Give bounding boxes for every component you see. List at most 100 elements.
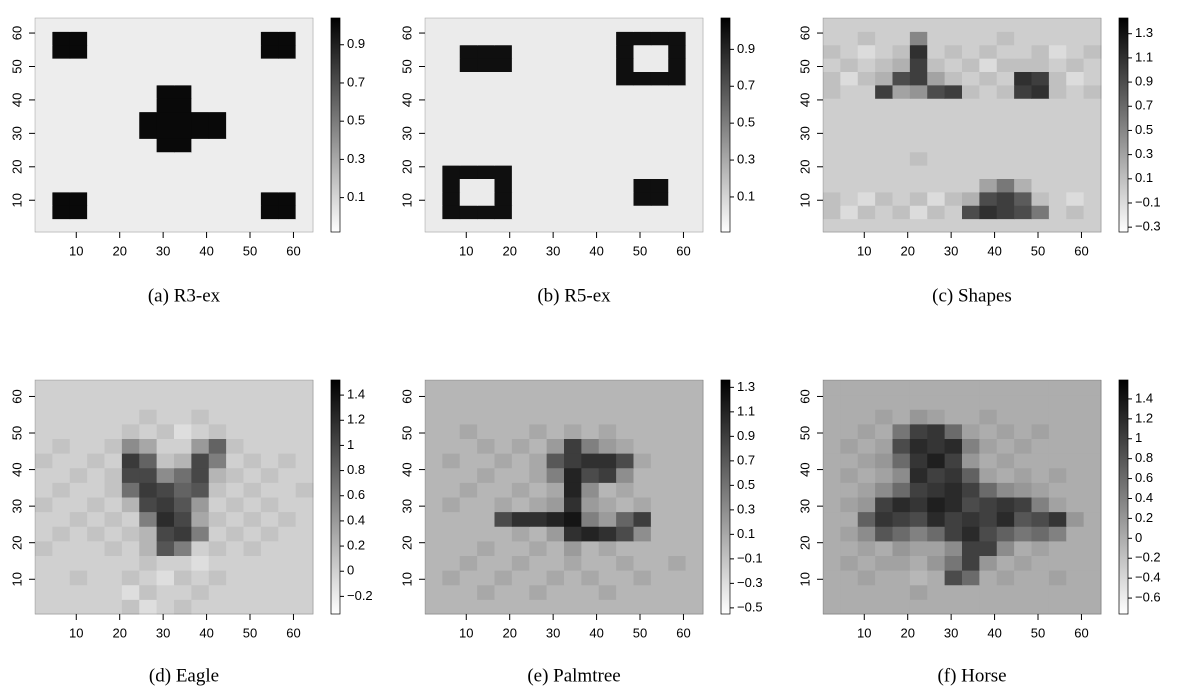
heat-cell bbox=[944, 111, 963, 126]
heat-cell bbox=[494, 31, 513, 46]
heat-cell bbox=[1031, 178, 1050, 193]
heat-cell bbox=[650, 540, 669, 556]
heat-cell bbox=[857, 31, 876, 46]
heat-cell bbox=[156, 380, 175, 396]
heat-cell bbox=[260, 191, 279, 206]
heat-cell bbox=[260, 138, 279, 153]
heat-cell bbox=[243, 526, 262, 542]
heat-cell bbox=[892, 84, 911, 99]
x-tick-label: 40 bbox=[589, 243, 603, 258]
heat-cell bbox=[979, 125, 998, 139]
heat-cell bbox=[668, 570, 687, 586]
heat-cell bbox=[425, 526, 443, 542]
heat-cell bbox=[650, 482, 669, 498]
heat-cell bbox=[685, 584, 704, 600]
heat-cell bbox=[35, 84, 53, 99]
heat-cell bbox=[996, 98, 1015, 113]
heat-cell bbox=[442, 18, 461, 32]
heat-cell bbox=[278, 584, 297, 600]
heat-cell bbox=[616, 178, 634, 193]
heat-cell bbox=[511, 18, 530, 32]
heat-cell bbox=[295, 482, 314, 498]
x-tick-label: 40 bbox=[987, 243, 1001, 258]
heat-cell bbox=[174, 540, 192, 556]
heat-cell bbox=[278, 218, 297, 233]
colorbar-tick-label: 0.3 bbox=[737, 151, 755, 166]
heat-cell bbox=[650, 423, 669, 439]
heat-cell bbox=[121, 165, 140, 179]
heat-cell bbox=[226, 98, 244, 113]
y-tick-label: 10 bbox=[9, 193, 24, 207]
x-tick-label: 20 bbox=[112, 625, 126, 640]
heat-cell bbox=[139, 409, 158, 425]
heat-cell bbox=[875, 178, 893, 193]
heat-cell bbox=[139, 380, 158, 396]
heat-cell bbox=[156, 570, 175, 586]
heat-cell bbox=[857, 438, 876, 454]
heat-cell bbox=[616, 44, 634, 59]
heat-cell bbox=[1048, 71, 1067, 86]
heat-cell bbox=[546, 409, 565, 425]
heat-cell bbox=[823, 409, 841, 425]
heat-cell bbox=[892, 58, 911, 72]
heat-cell bbox=[564, 44, 582, 59]
x-tick-label: 10 bbox=[857, 625, 871, 640]
heat-cell bbox=[104, 599, 123, 615]
heat-cell bbox=[104, 44, 123, 59]
heat-cell bbox=[226, 165, 244, 179]
y-tick-label: 60 bbox=[9, 26, 24, 40]
heat-cell bbox=[425, 438, 443, 454]
heat-cell bbox=[1048, 44, 1067, 59]
heat-cell bbox=[823, 125, 841, 139]
heat-cell bbox=[962, 497, 980, 513]
heat-cell bbox=[459, 98, 478, 113]
x-tick-label: 60 bbox=[1074, 625, 1088, 640]
heat-cell bbox=[840, 165, 859, 179]
heat-cell bbox=[511, 71, 530, 86]
heat-cell bbox=[425, 58, 443, 72]
heat-cell bbox=[174, 165, 192, 179]
heat-cell bbox=[944, 511, 963, 527]
heat-cell bbox=[927, 71, 946, 86]
heat-cell bbox=[927, 151, 946, 166]
colorbar-tick-label: 0.7 bbox=[347, 74, 365, 89]
heat-cell bbox=[156, 191, 175, 206]
heat-cell bbox=[857, 151, 876, 166]
heat-cell bbox=[996, 44, 1015, 59]
heat-cell bbox=[174, 584, 192, 600]
heat-cell bbox=[87, 18, 105, 32]
heat-cell bbox=[857, 205, 876, 220]
heat-cell bbox=[1083, 58, 1102, 72]
heat-cell bbox=[226, 138, 244, 153]
heat-cell bbox=[1048, 438, 1067, 454]
heat-cell bbox=[121, 555, 140, 571]
heat-cell bbox=[52, 540, 71, 556]
heat-cell bbox=[979, 138, 998, 153]
heat-cell bbox=[546, 165, 565, 179]
heat-cell bbox=[823, 380, 841, 396]
heat-cell bbox=[121, 511, 140, 527]
heat-cell bbox=[278, 570, 297, 586]
heat-cell bbox=[668, 18, 687, 32]
x-tick-label: 60 bbox=[286, 243, 300, 258]
heat-cell bbox=[511, 151, 530, 166]
heat-cell bbox=[174, 380, 192, 396]
heat-cell bbox=[139, 511, 158, 527]
heat-cell bbox=[511, 394, 530, 410]
heat-cell bbox=[139, 151, 158, 166]
heat-cell bbox=[633, 218, 652, 233]
heat-cell bbox=[139, 453, 158, 469]
heat-cell bbox=[685, 511, 704, 527]
heat-cell bbox=[226, 511, 244, 527]
heat-cell bbox=[1014, 570, 1032, 586]
heat-cell bbox=[996, 31, 1015, 46]
heat-cell bbox=[477, 31, 495, 46]
heat-cell bbox=[191, 540, 210, 556]
heat-cell bbox=[35, 394, 53, 410]
heat-cell bbox=[87, 511, 105, 527]
heat-cell bbox=[260, 31, 279, 46]
heat-cell bbox=[1014, 467, 1032, 483]
heat-cell bbox=[425, 497, 443, 513]
heat-cell bbox=[243, 540, 262, 556]
heat-cell bbox=[121, 467, 140, 483]
